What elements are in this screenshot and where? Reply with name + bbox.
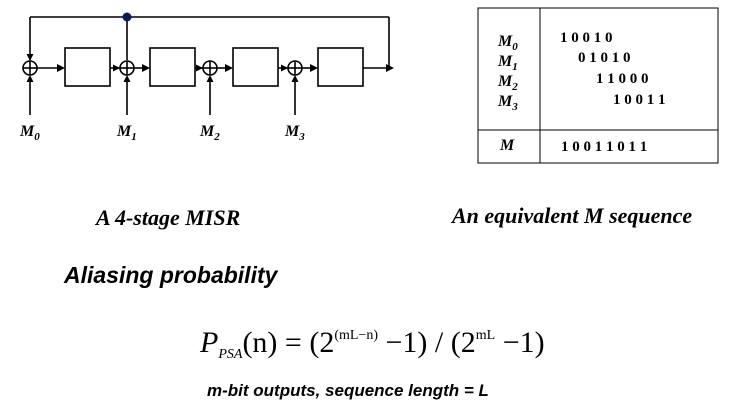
xor-gate-1 bbox=[119, 60, 135, 76]
feedback-tap-dot bbox=[122, 12, 132, 22]
misr-input-label-0: M0 bbox=[19, 123, 40, 143]
table-row-label-0: M0 bbox=[497, 33, 518, 53]
formula-exp1: (mL−n) bbox=[334, 328, 379, 343]
formula-arg: (n) bbox=[242, 326, 278, 359]
table-row-label-3: M3 bbox=[497, 93, 518, 113]
table-result-label: M bbox=[499, 137, 515, 154]
misr-input-label-3: M3 bbox=[284, 123, 305, 143]
xor-gate-3 bbox=[287, 60, 303, 76]
sequence-note: m-bit outputs, sequence length = L bbox=[207, 381, 489, 400]
formula-sub: PSA bbox=[218, 347, 243, 362]
register-stage-1 bbox=[64, 47, 111, 87]
misr-input-label-1: M1 bbox=[116, 123, 137, 143]
table-row-bits-0: 1 0 0 1 0 bbox=[560, 30, 613, 46]
formula-eq: = (2 bbox=[277, 326, 335, 359]
table-row-bits-3: 1 0 0 1 1 bbox=[613, 92, 666, 108]
table-result-bits: 1 0 0 1 1 0 1 1 bbox=[561, 139, 647, 155]
misr-input-label-2: M2 bbox=[199, 123, 220, 143]
table-row-bits-1: 0 1 0 1 0 bbox=[578, 50, 631, 66]
aliasing-heading: Aliasing probability bbox=[64, 262, 278, 288]
register-stage-3 bbox=[232, 47, 279, 87]
table-row-label-1: M1 bbox=[497, 53, 518, 73]
formula-p: P bbox=[200, 326, 219, 359]
misr-caption: A 4-stage MISR bbox=[96, 205, 241, 230]
aliasing-formula: PPSA(n) = (2(mL−n) −1) / (2mL −1) bbox=[200, 326, 545, 363]
xor-gate-2 bbox=[202, 60, 218, 76]
sequence-caption: An equivalent M sequence bbox=[452, 203, 693, 228]
table-row-label-2: M2 bbox=[497, 73, 518, 93]
register-stage-4 bbox=[317, 47, 364, 87]
formula-mid: −1) / (2 bbox=[378, 326, 476, 359]
xor-gate-0 bbox=[22, 60, 38, 76]
table-row-bits-2: 1 1 0 0 0 bbox=[596, 71, 649, 87]
formula-end: −1) bbox=[495, 326, 545, 359]
register-stage-2 bbox=[149, 47, 196, 87]
sequence-table bbox=[477, 7, 719, 164]
formula-exp2: mL bbox=[475, 328, 496, 343]
